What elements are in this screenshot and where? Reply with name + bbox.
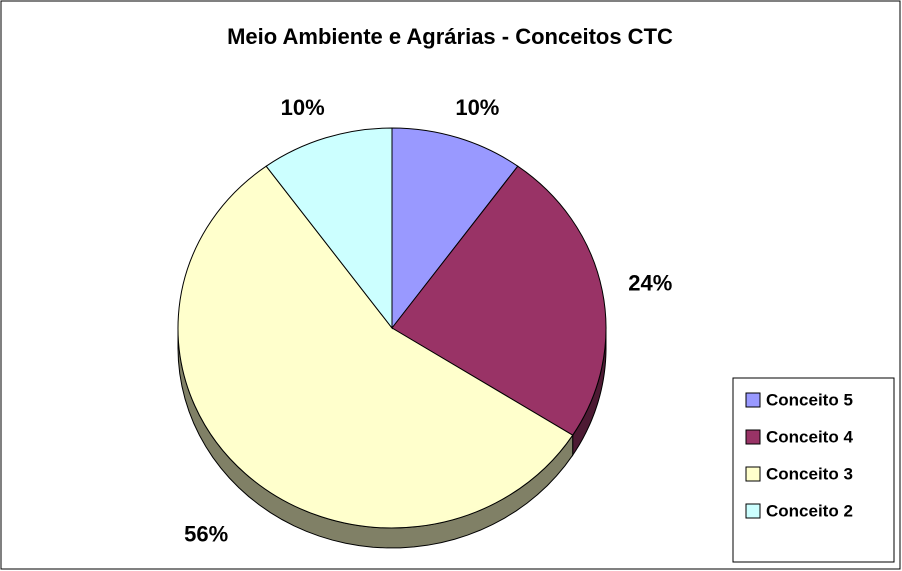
legend-label: Conceito 3 (766, 464, 853, 483)
legend-swatch (745, 392, 761, 408)
chart-title: Meio Ambiente e Agrárias - Conceitos CTC (227, 24, 673, 49)
pie-slice (177, 165, 574, 529)
data-label: 10% (281, 95, 325, 120)
legend-swatch (745, 429, 761, 445)
legend-swatch (745, 503, 761, 519)
data-label: 10% (455, 95, 499, 120)
data-label: 56% (184, 521, 228, 546)
legend-swatch (745, 466, 761, 482)
pie-slice (265, 127, 393, 330)
legend-label: Conceito 2 (766, 501, 853, 520)
legend-label: Conceito 4 (766, 427, 853, 446)
pie-slice (391, 165, 607, 436)
data-label: 24% (628, 271, 672, 296)
pie-slice (391, 127, 519, 330)
legend-label: Conceito 5 (766, 390, 853, 409)
